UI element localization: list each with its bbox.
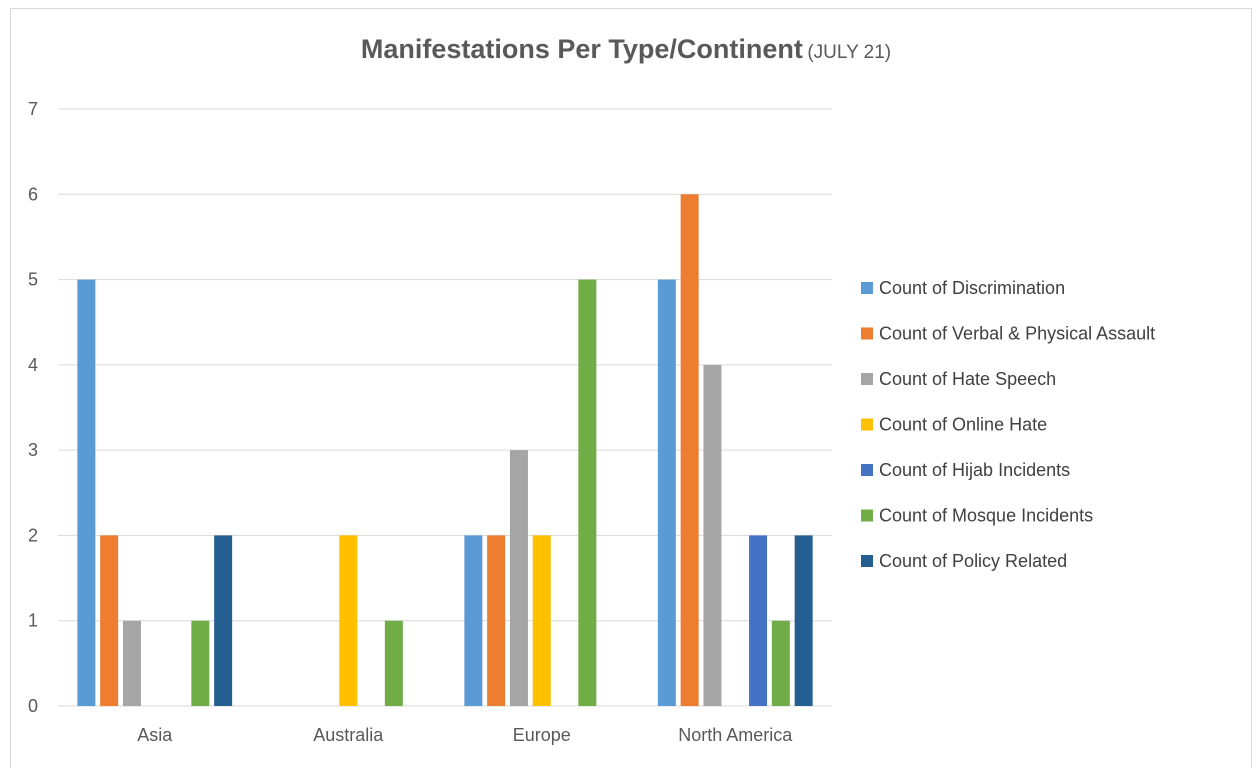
legend: Count of Discrimination Count of Verbal &… [861, 278, 1155, 571]
legend-label: Count of Mosque Incidents [879, 506, 1093, 526]
y-tick-label: 1 [28, 611, 38, 631]
gridlines [58, 108, 832, 707]
bar [122, 620, 141, 706]
y-tick-label: 5 [28, 270, 38, 290]
y-tick-label: 3 [28, 440, 38, 460]
legend-swatch [861, 418, 873, 431]
legend-label: Count of Verbal & Physical Assault [879, 324, 1155, 344]
chart-title: Manifestations Per Type/Continent (JULY … [0, 34, 1252, 65]
bar [578, 279, 597, 706]
legend-swatch [861, 509, 873, 522]
bar [794, 535, 813, 706]
legend-label: Count of Policy Related [879, 551, 1067, 571]
bar [339, 535, 358, 706]
bar [384, 620, 403, 706]
bar [703, 364, 722, 706]
legend-swatch [861, 282, 873, 294]
y-tick-label: 6 [28, 184, 38, 204]
x-tick-label: Australia [313, 725, 384, 745]
x-tick-label: North America [678, 725, 793, 745]
y-tick-label: 2 [28, 525, 38, 545]
x-axis-ticks: Asia Australia Europe North America [137, 725, 793, 745]
bar [509, 450, 528, 706]
bar [77, 279, 96, 706]
legend-label: Count of Hijab Incidents [879, 460, 1070, 480]
chart-subtitle: (JULY 21) [807, 42, 892, 63]
y-tick-label: 4 [28, 355, 38, 375]
chart-title-main: Manifestations Per Type/Continent [360, 34, 803, 64]
legend-label: Count of Discrimination [879, 278, 1065, 298]
bar [657, 279, 676, 706]
legend-swatch [861, 464, 873, 476]
bar [680, 194, 699, 707]
bars [77, 194, 813, 707]
legend-label: Count of Online Hate [879, 415, 1047, 435]
legend-swatch [861, 373, 873, 385]
bar [771, 620, 790, 706]
y-tick-label: 7 [28, 99, 38, 119]
bar [100, 535, 119, 706]
bar [191, 620, 210, 706]
y-tick-label: 0 [28, 696, 38, 716]
legend-label: Count of Hate Speech [879, 369, 1056, 389]
bar [749, 535, 768, 706]
x-tick-label: Asia [137, 725, 173, 745]
legend-swatch [861, 327, 873, 340]
x-tick-label: Europe [513, 725, 571, 745]
legend-swatch [861, 555, 873, 567]
bar [532, 535, 551, 706]
bar [487, 535, 506, 706]
bar [214, 535, 233, 706]
bar [464, 535, 483, 706]
y-axis-ticks: 0 1 2 3 4 5 6 7 [28, 99, 38, 716]
